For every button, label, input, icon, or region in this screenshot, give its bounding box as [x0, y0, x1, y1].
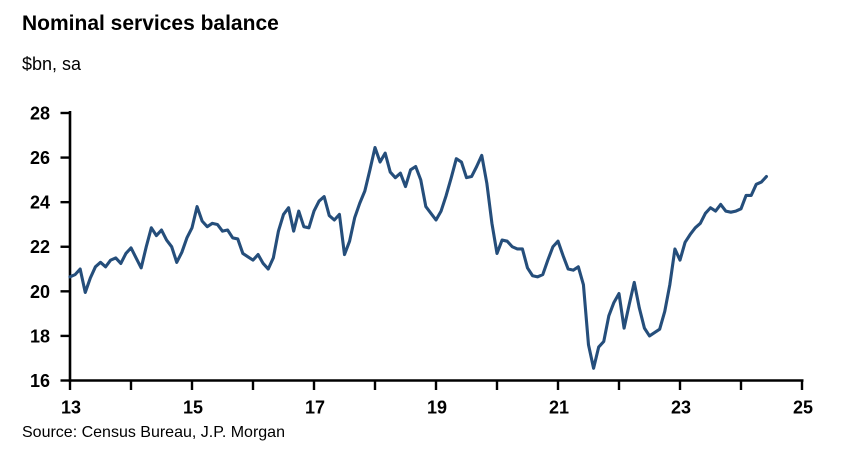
x-tick-label: 23 [671, 398, 691, 418]
chart-units-label: $bn, sa [22, 54, 82, 74]
x-tick-label: 13 [61, 398, 81, 418]
y-tick-label: 20 [30, 282, 50, 302]
x-tick-label: 17 [305, 398, 325, 418]
y-tick-label: 28 [30, 103, 50, 123]
y-tick-label: 26 [30, 148, 50, 168]
x-tick-label: 25 [793, 398, 813, 418]
source-note: Source: Census Bureau, J.P. Morgan [22, 424, 285, 441]
chart-title: Nominal services balance [22, 12, 279, 35]
x-tick-label: 15 [183, 398, 203, 418]
y-tick-label: 18 [30, 326, 50, 346]
x-tick-label: 21 [549, 398, 569, 418]
x-tick-label: 19 [427, 398, 447, 418]
y-tick-label: 16 [30, 371, 50, 391]
data-line-series [68, 146, 768, 370]
y-tick-label: 22 [30, 237, 50, 257]
y-tick-label: 24 [30, 193, 50, 213]
